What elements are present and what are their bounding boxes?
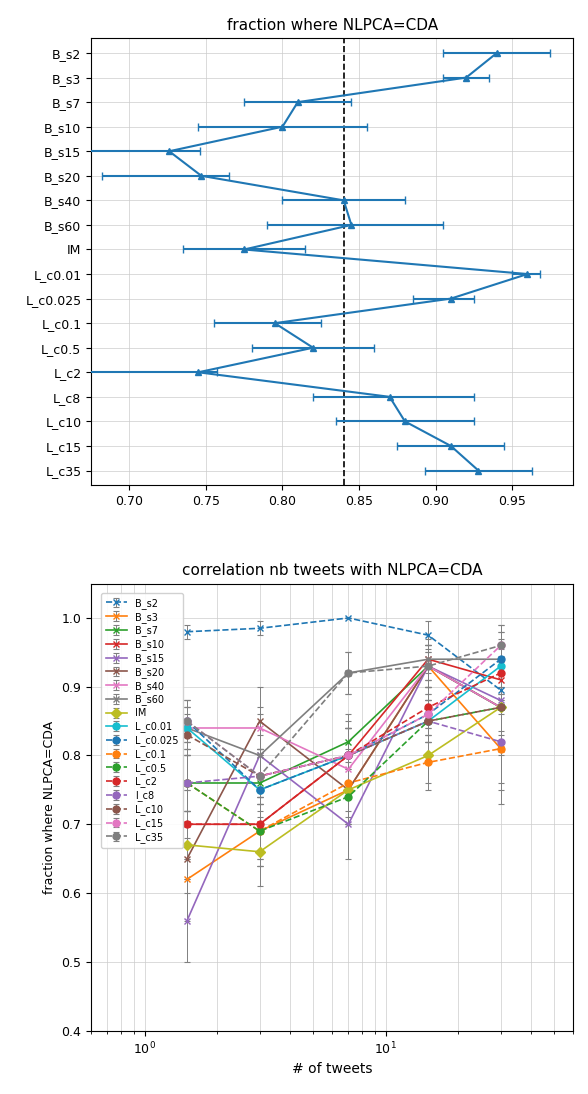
X-axis label: # of tweets: # of tweets <box>292 1062 372 1076</box>
Title: fraction where NLPCA=CDA: fraction where NLPCA=CDA <box>226 18 438 33</box>
Y-axis label: fraction where NLPCA=CDA: fraction where NLPCA=CDA <box>43 721 56 894</box>
Title: correlation nb tweets with NLPCA=CDA: correlation nb tweets with NLPCA=CDA <box>182 563 483 579</box>
Legend: B_s2, B_s3, B_s7, B_s10, B_s15, B_s20, B_s40, B_s60, IM, L_c0.01, L_c0.025, L_c0: B_s2, B_s3, B_s7, B_s10, B_s15, B_s20, B… <box>101 593 183 848</box>
